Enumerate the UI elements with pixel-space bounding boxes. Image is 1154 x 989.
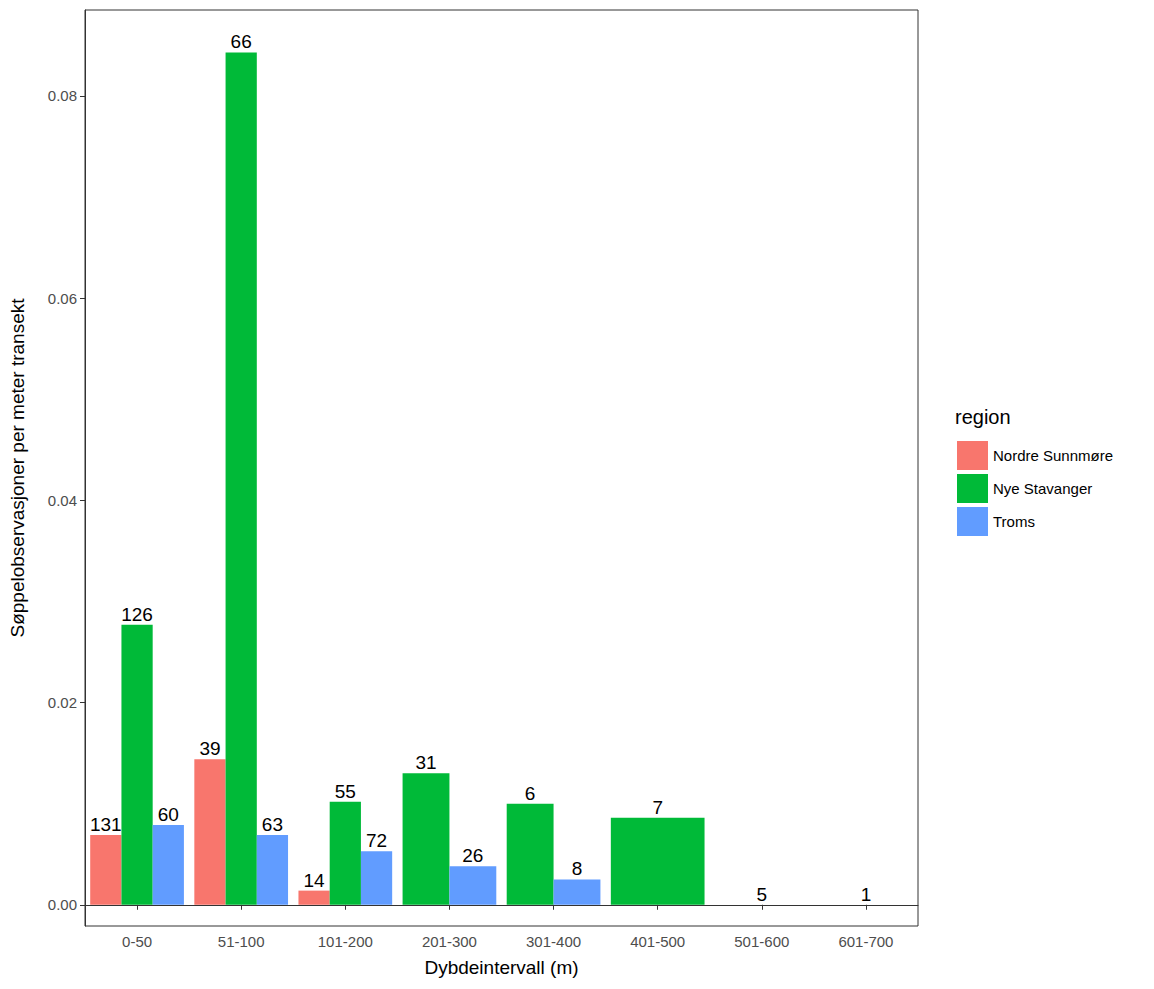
svg-text:5: 5	[757, 884, 768, 905]
svg-text:60: 60	[158, 804, 179, 825]
svg-text:0.00: 0.00	[48, 896, 77, 913]
svg-text:7: 7	[652, 797, 663, 818]
svg-text:Søppelobservasjoner per meter: Søppelobservasjoner per meter transekt	[7, 298, 28, 638]
svg-text:0.02: 0.02	[48, 694, 77, 711]
svg-text:8: 8	[572, 858, 583, 879]
svg-text:6: 6	[525, 783, 536, 804]
svg-text:501-600: 501-600	[734, 933, 789, 950]
svg-text:66: 66	[231, 31, 252, 52]
svg-text:72: 72	[366, 830, 387, 851]
svg-text:Nye Stavanger: Nye Stavanger	[993, 480, 1092, 497]
svg-text:51-100: 51-100	[218, 933, 265, 950]
svg-text:Dybdeintervall (m): Dybdeintervall (m)	[424, 957, 578, 978]
svg-text:0-50: 0-50	[122, 933, 152, 950]
svg-text:14: 14	[304, 870, 326, 891]
svg-text:1: 1	[861, 884, 872, 905]
svg-text:39: 39	[199, 738, 220, 759]
svg-text:63: 63	[262, 814, 283, 835]
svg-text:55: 55	[335, 781, 356, 802]
svg-text:31: 31	[415, 752, 436, 773]
svg-text:Troms: Troms	[993, 513, 1035, 530]
svg-text:601-700: 601-700	[838, 933, 893, 950]
svg-text:131: 131	[90, 814, 122, 835]
svg-text:26: 26	[462, 845, 483, 866]
svg-text:301-400: 301-400	[526, 933, 581, 950]
svg-text:101-200: 101-200	[318, 933, 373, 950]
svg-text:0.04: 0.04	[48, 492, 77, 509]
svg-text:201-300: 201-300	[422, 933, 477, 950]
svg-text:401-500: 401-500	[630, 933, 685, 950]
svg-text:126: 126	[121, 604, 153, 625]
svg-text:0.08: 0.08	[48, 87, 77, 104]
svg-text:0.06: 0.06	[48, 290, 77, 307]
svg-text:Nordre Sunnmøre: Nordre Sunnmøre	[993, 447, 1113, 464]
svg-text:region: region	[955, 406, 1011, 428]
